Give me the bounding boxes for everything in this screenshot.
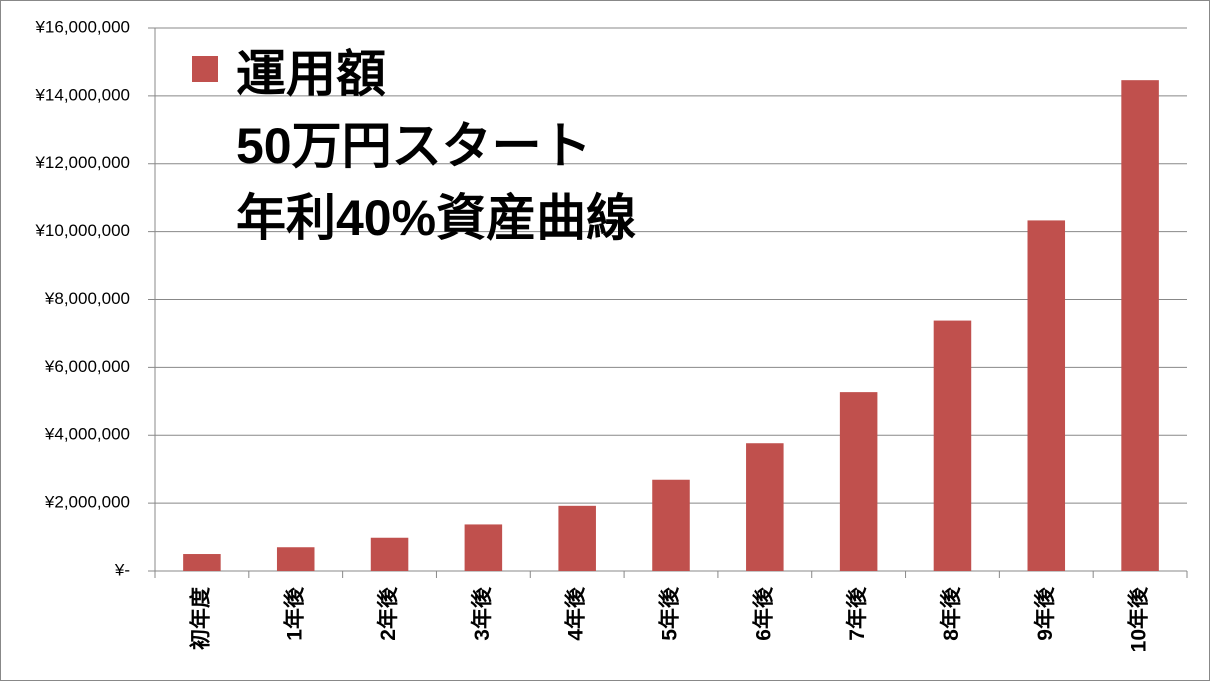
bar <box>183 554 221 571</box>
y-tick-label: ¥16,000,000 <box>34 17 130 36</box>
y-tick-label: ¥14,000,000 <box>34 85 130 104</box>
x-tick-label: 9年後 <box>1033 586 1057 641</box>
x-tick-label: 2年後 <box>376 586 400 641</box>
y-tick-label: ¥2,000,000 <box>44 493 130 512</box>
y-tick-label: ¥4,000,000 <box>44 425 130 444</box>
y-tick-label: ¥- <box>114 560 130 579</box>
x-tick-label: 初年度 <box>188 587 212 650</box>
bar <box>464 524 503 571</box>
x-tick-label: 10年後 <box>1127 586 1151 652</box>
bar <box>558 505 596 571</box>
x-tick-label: 6年後 <box>751 586 775 641</box>
bar <box>839 392 878 571</box>
x-tick-label: 7年後 <box>845 586 869 641</box>
y-tick-label: ¥12,000,000 <box>34 153 130 172</box>
bar <box>652 479 690 571</box>
legend-key <box>192 56 218 82</box>
bar <box>746 443 784 571</box>
x-tick-label: 4年後 <box>564 586 588 641</box>
legend-label: 運用額 50万円スタート 年利40%資産曲線 <box>236 46 637 246</box>
y-tick-label: ¥8,000,000 <box>44 289 130 308</box>
x-tick-label: 3年後 <box>470 586 494 641</box>
bar <box>276 547 315 571</box>
x-tick-label: 5年後 <box>658 586 682 641</box>
bar <box>1121 80 1159 572</box>
bar <box>370 537 409 571</box>
x-tick-label: 8年後 <box>939 586 963 641</box>
x-tick-label: 1年後 <box>282 586 306 641</box>
bar <box>933 320 972 571</box>
y-tick-label: ¥6,000,000 <box>44 357 130 376</box>
bar <box>1027 220 1066 571</box>
legend: 運用額 50万円スタート 年利40%資産曲線 <box>192 38 636 254</box>
y-tick-label: ¥10,000,000 <box>34 221 130 240</box>
